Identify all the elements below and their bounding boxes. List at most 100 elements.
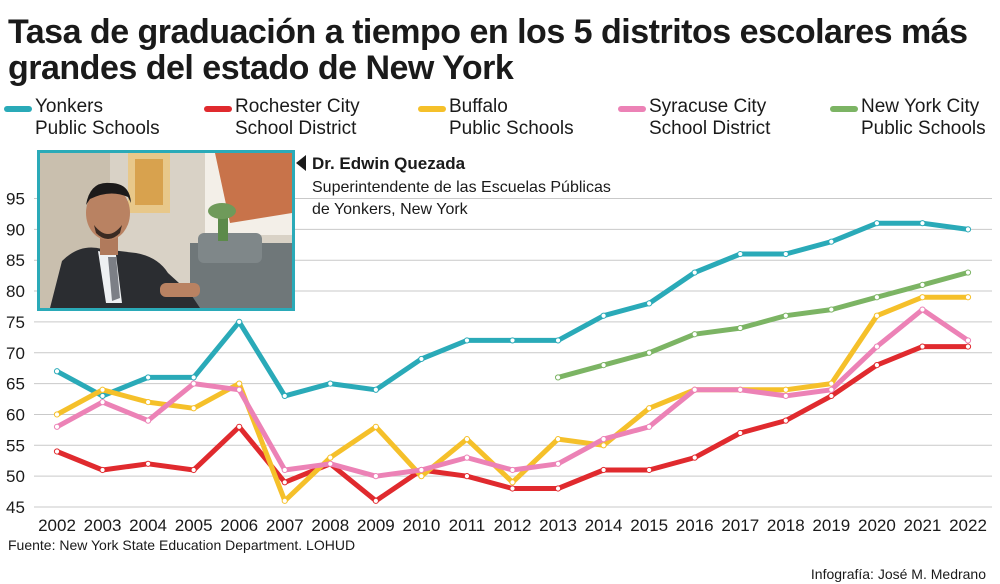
data-point <box>919 220 926 227</box>
data-point <box>463 436 471 443</box>
x-tick-label: 2019 <box>812 516 850 535</box>
data-point <box>281 392 288 400</box>
data-point <box>600 466 607 474</box>
x-tick-label: 2006 <box>220 516 258 535</box>
x-tick-label: 2008 <box>311 516 349 535</box>
data-point <box>919 281 926 288</box>
x-tick-label: 2005 <box>175 516 213 535</box>
data-point <box>964 343 972 350</box>
x-tick-label: 2011 <box>449 516 486 535</box>
legend-label-yonkers: Yonkers Public Schools <box>35 96 160 140</box>
data-point <box>554 436 562 443</box>
y-tick-label: 95 <box>6 190 25 209</box>
data-point <box>873 220 881 227</box>
caption-role: Superintendente de las Escuelas Públicas… <box>312 179 611 218</box>
legend-swatch-nyc <box>830 106 858 112</box>
data-point <box>782 250 789 258</box>
data-point <box>646 466 653 474</box>
data-point <box>600 361 607 369</box>
data-point <box>782 392 789 400</box>
data-point <box>418 473 425 480</box>
data-point <box>509 466 516 474</box>
x-tick-label: 2007 <box>266 516 304 535</box>
data-point <box>964 294 972 301</box>
data-point <box>737 429 744 437</box>
y-tick-label: 90 <box>6 220 25 239</box>
data-point <box>418 355 425 363</box>
caption-pointer-icon <box>296 155 306 171</box>
data-point <box>509 485 516 492</box>
data-point <box>828 380 835 387</box>
x-tick-label: 2009 <box>357 516 395 535</box>
y-tick-label: 60 <box>6 405 25 424</box>
data-point <box>145 460 152 467</box>
portrait-photo-icon <box>40 153 292 308</box>
x-tick-label: 2003 <box>84 516 122 535</box>
legend-swatch-syracuse <box>618 106 646 112</box>
data-point <box>190 405 197 412</box>
data-point <box>873 312 881 319</box>
data-point <box>281 479 288 486</box>
data-point <box>919 294 926 301</box>
x-tick-label: 2013 <box>539 516 577 535</box>
data-point <box>646 405 653 412</box>
x-tick-label: 2016 <box>676 516 714 535</box>
data-point <box>554 374 562 381</box>
y-tick-label: 65 <box>6 375 25 394</box>
x-tick-label: 2017 <box>721 516 759 535</box>
data-point <box>463 454 471 461</box>
x-tick-label: 2021 <box>904 516 942 535</box>
data-point <box>327 380 334 387</box>
data-point <box>873 343 881 350</box>
source-note: Fuente: New York State Education Departm… <box>8 537 356 553</box>
data-point <box>782 386 789 393</box>
data-point <box>190 466 197 474</box>
data-point <box>99 392 106 400</box>
legend-label-line2: School District <box>235 118 357 139</box>
legend-label-buffalo: Buffalo Public Schools <box>449 96 574 140</box>
data-point <box>281 466 288 474</box>
legend-label-line2: School District <box>649 118 771 139</box>
data-point <box>919 343 926 350</box>
y-tick-label: 70 <box>6 344 25 363</box>
data-point <box>145 417 152 424</box>
data-point <box>236 386 243 393</box>
data-point <box>236 380 243 387</box>
data-point <box>190 374 197 381</box>
legend-swatch-yonkers <box>4 106 32 112</box>
chart-title: Tasa de graduación a tiempo en los 5 dis… <box>8 13 968 87</box>
y-tick-label: 75 <box>6 313 25 332</box>
data-point <box>600 312 607 319</box>
x-tick-label: 2018 <box>767 516 805 535</box>
data-point <box>782 417 789 424</box>
legend-label-line1: Yonkers <box>35 96 103 117</box>
data-point <box>646 349 653 356</box>
x-tick-label: 2012 <box>494 516 532 535</box>
data-point <box>236 423 243 430</box>
data-point <box>737 250 744 258</box>
data-point <box>53 411 61 418</box>
x-tick-label: 2015 <box>630 516 668 535</box>
x-tick-label: 2004 <box>129 516 167 535</box>
series-line-1 <box>54 344 971 504</box>
data-point <box>964 226 972 233</box>
x-tick-label: 2020 <box>858 516 896 535</box>
y-tick-label: 80 <box>6 282 25 301</box>
data-point <box>964 269 972 276</box>
data-point <box>828 386 835 393</box>
data-point <box>327 454 334 461</box>
data-point <box>145 399 152 406</box>
y-tick-label: 55 <box>6 436 25 455</box>
data-point <box>463 337 471 344</box>
legend-label-nyc: New York City Public Schools <box>861 96 986 140</box>
y-tick-label: 50 <box>6 467 25 486</box>
data-point <box>828 238 835 245</box>
data-point <box>828 306 835 313</box>
data-point <box>737 386 744 393</box>
legend-swatch-rochester <box>204 106 232 112</box>
data-point <box>691 269 698 276</box>
x-tick-label: 2010 <box>402 516 440 535</box>
data-point <box>691 331 698 338</box>
data-point <box>281 497 288 504</box>
